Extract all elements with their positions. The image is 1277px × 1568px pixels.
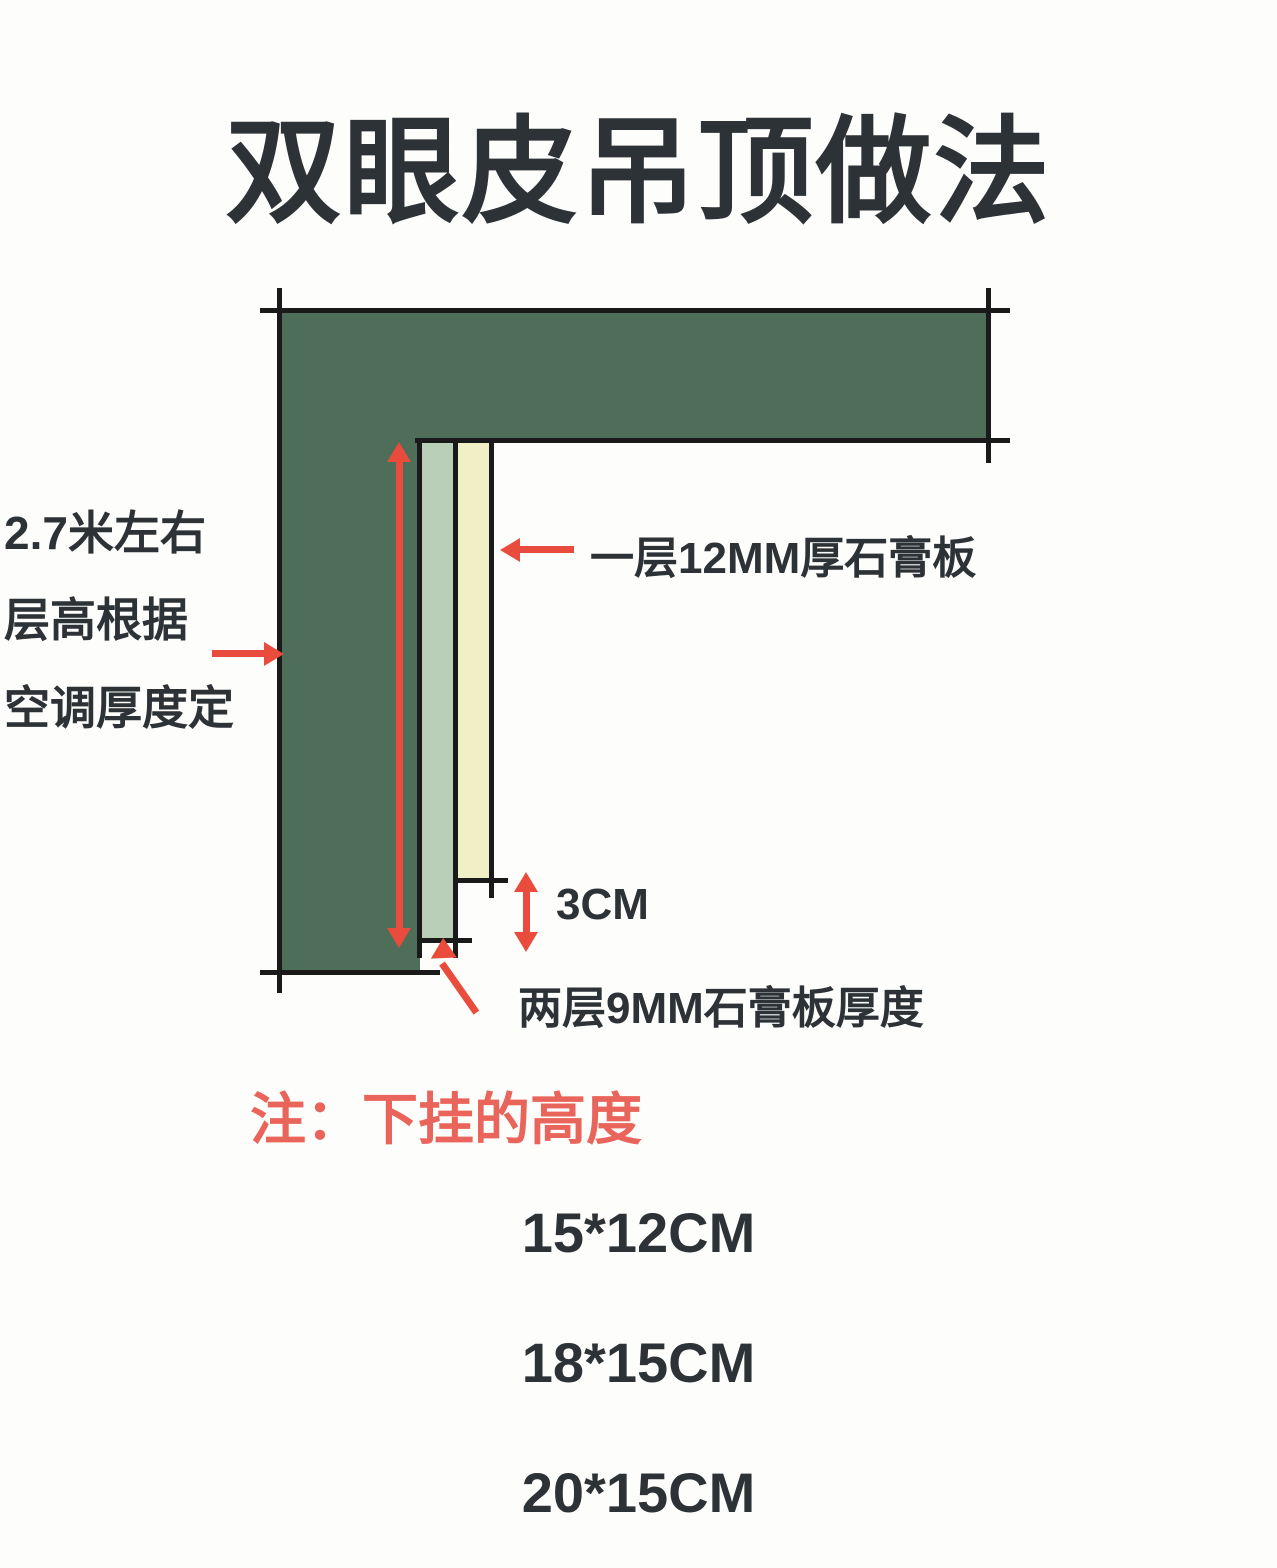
page-title: 双眼皮吊顶做法 bbox=[0, 78, 1277, 246]
gypsum-layer-outer bbox=[456, 440, 492, 880]
ceiling-cross-section-diagram bbox=[280, 300, 1010, 980]
ceiling-height-arrow bbox=[212, 650, 266, 657]
outline bbox=[489, 438, 494, 898]
left-note-line1: 2.7米左右 bbox=[4, 490, 234, 577]
arrow-head-icon bbox=[514, 932, 538, 952]
left-note-line2: 层高根据 bbox=[4, 577, 234, 664]
drop-height-arrow bbox=[396, 460, 403, 930]
outline bbox=[260, 970, 440, 975]
outline bbox=[986, 288, 991, 463]
arrow-head-icon bbox=[387, 928, 411, 948]
inner-layer-arrow bbox=[439, 961, 479, 1014]
outline bbox=[415, 438, 1010, 443]
label-inner-layer: 两层9MM石膏板厚度 bbox=[518, 972, 924, 1036]
outline bbox=[417, 438, 422, 958]
left-height-note: 2.7米左右 层高根据 空调厚度定 bbox=[4, 490, 234, 752]
outline bbox=[453, 878, 508, 883]
label-step-gap: 3CM bbox=[556, 880, 649, 930]
left-note-line3: 空调厚度定 bbox=[4, 665, 234, 752]
dimension-option-2: 18*15CM bbox=[0, 1330, 1277, 1395]
outer-layer-arrow bbox=[520, 546, 574, 553]
outline bbox=[260, 308, 1010, 313]
label-outer-layer: 一层12MM厚石膏板 bbox=[590, 522, 976, 586]
gypsum-layer-inner bbox=[420, 440, 456, 940]
dimension-option-1: 15*12CM bbox=[0, 1200, 1277, 1265]
arrow-head-icon bbox=[500, 538, 520, 562]
step-gap-arrow bbox=[523, 890, 530, 934]
dimension-option-3: 20*15CM bbox=[0, 1460, 1277, 1525]
arrow-head-icon bbox=[514, 872, 538, 892]
note-drop-height-title: 注：下挂的高度 bbox=[250, 1075, 642, 1156]
arrow-head-icon bbox=[264, 642, 284, 666]
arrow-head-icon bbox=[387, 442, 411, 462]
